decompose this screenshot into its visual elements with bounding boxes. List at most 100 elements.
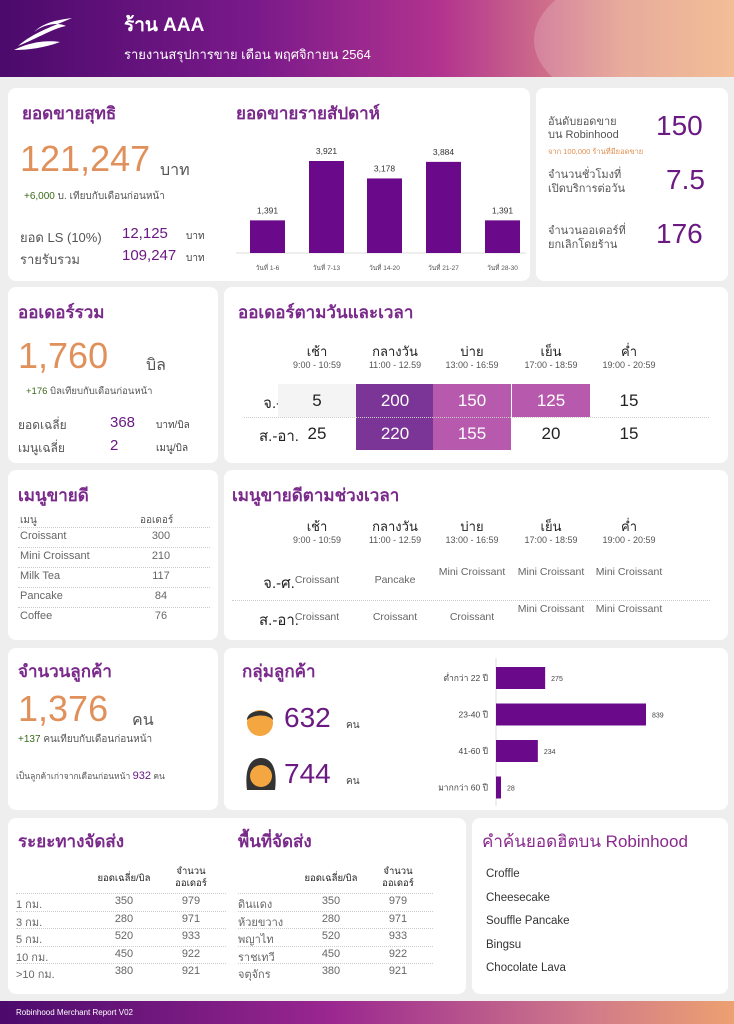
search-term: Souffle Pancake	[486, 915, 570, 927]
col-avg-header: ยอดเฉลี่ย/บิล	[304, 873, 358, 884]
returning-value: 932	[132, 770, 151, 782]
row-avg: 450	[114, 947, 134, 960]
orders-card: ออเดอร์รวม 1,760 บิล +176 บิลเทียบกับเดื…	[8, 287, 218, 463]
menu-name: Croissant	[20, 530, 67, 542]
day-label: จ.-ศ.	[263, 575, 295, 592]
income-unit: บาท	[186, 253, 205, 264]
x-tick-label: วันที่ 7-13	[313, 263, 341, 272]
menu-avg-value: 2	[110, 437, 119, 454]
age-label: 41-60 ปี	[459, 746, 489, 756]
male-avatar-icon	[247, 710, 273, 736]
period-time: 19:00 - 20:59	[602, 535, 656, 545]
row-avg: 380	[114, 965, 134, 977]
orders-by-time-card: ออเดอร์ตามวันและเวลา เช้า 9:00 - 10:59 กลา…	[224, 287, 728, 463]
row-orders: 922	[181, 947, 201, 960]
row-name: 1 กม.	[16, 899, 43, 911]
period-name: กลางวัน	[372, 344, 418, 359]
ls-value: 12,125	[122, 225, 168, 242]
period-name: บ่าย	[460, 344, 484, 359]
period-name: เช้า	[306, 344, 328, 359]
avg-label: ยอดเฉลี่ย	[18, 418, 67, 432]
col-orders-header-2: ออเดอร์	[382, 878, 414, 889]
row-divider	[238, 910, 433, 912]
order-count-cell: 150	[433, 384, 511, 417]
order-count-cell: 5	[278, 384, 356, 417]
returning-label: เป็นลูกค้าเก่าจากเดือนก่อนหน้า	[16, 771, 131, 781]
order-count-cell: 200	[356, 384, 434, 417]
period-time: 19:00 - 20:59	[602, 360, 656, 370]
rank-label-1: อันดับยอดขาย	[548, 116, 617, 128]
row-avg: 520	[114, 930, 134, 942]
avg-value: 368	[110, 414, 136, 431]
order-count-cell: 220	[356, 417, 434, 450]
col-orders-header-2: ออเดอร์	[175, 878, 207, 889]
row-divider	[16, 963, 226, 964]
col-orders-header-1: จำนวน	[383, 866, 413, 877]
age-label: มากกว่า 60 ปี	[438, 783, 488, 793]
row-divider	[232, 600, 710, 601]
best-menu-cell: Mini Croissant	[517, 603, 585, 615]
period-time: 17:00 - 18:59	[524, 535, 578, 545]
rank-label-2: บน Robinhood	[548, 129, 619, 141]
net-sales-unit: บาท	[160, 162, 190, 179]
customers-delta-text: คนเทียบกับเดือนก่อนหน้า	[43, 734, 153, 745]
row-divider	[16, 893, 226, 894]
best-menu-cell: Mini Croissant	[595, 566, 663, 578]
menu-avg-label: เมนูเฉลี่ย	[18, 441, 65, 455]
age-value-label: 234	[544, 749, 556, 756]
age-bar	[496, 667, 546, 689]
bar	[426, 161, 461, 253]
col-orders-header-1: จำนวน	[176, 866, 206, 877]
row-avg: 450	[321, 947, 341, 960]
ls-unit: บาท	[186, 231, 205, 242]
day-label: ส.-อา.	[259, 428, 299, 445]
income-label: รายรับรวม	[20, 252, 80, 267]
best-menu-by-time-card: เมนูขายดีตามช่วงเวลา เช้า 9:00 - 10:59 กลา…	[224, 470, 728, 640]
sales-card: ยอดขายสุทธิ 121,247 บาท +6,000 บ. เทียบก…	[8, 88, 530, 281]
search-term: Chocolate Lava	[486, 962, 566, 974]
row-orders: 971	[181, 912, 201, 925]
row-name: พญาไท	[238, 934, 274, 946]
top-search-card: คำค้นยอดฮิตบน Robinhood Croffle Cheesecak…	[472, 818, 728, 994]
menu-name: Coffee	[20, 610, 53, 622]
rank-value: 150	[656, 110, 703, 141]
customers-unit: คน	[132, 712, 154, 729]
bar	[485, 220, 520, 253]
male-count: 632	[284, 702, 331, 733]
report-header: ร้าน AAA รายงานสรุปการขาย เดือน พฤศจิกาย…	[0, 0, 734, 77]
col-avg-header: ยอดเฉลี่ย/บิล	[97, 873, 151, 884]
orders-title: ออเดอร์รวม	[18, 303, 105, 322]
row-divider	[238, 893, 433, 894]
menu-name: Milk Tea	[20, 570, 61, 582]
order-count-cell: 20	[541, 424, 561, 443]
menu-orders: 84	[154, 590, 168, 602]
avg-unit: บาท/บิล	[156, 420, 190, 431]
customer-groups-title: กลุ่มลูกค้า	[242, 662, 316, 681]
order-count-cell: 25	[307, 424, 327, 443]
female-count: 744	[284, 758, 331, 789]
row-orders: 922	[388, 947, 408, 960]
row-divider	[16, 910, 226, 912]
menu-name: Pancake	[20, 590, 63, 602]
period-name: เช้า	[306, 519, 328, 534]
cancel-value: 176	[656, 218, 703, 249]
best-menu-cell: Croissant	[294, 574, 340, 586]
period-name: เย็น	[540, 519, 562, 534]
period-time: 9:00 - 10:59	[292, 535, 342, 545]
returning-unit: คน	[153, 771, 165, 781]
day-label: ส.-อา.	[259, 612, 299, 629]
rank-note: จาก 100,000 ร้านที่มียอดขาย	[548, 147, 644, 156]
best-menu-card: เมนูขายดี เมนู ออเดอร์ Croissant 300 Mini …	[8, 470, 218, 640]
row-divider	[18, 607, 210, 608]
row-divider	[238, 945, 433, 947]
male-unit: คน	[346, 720, 360, 731]
row-name: 3 กม.	[16, 916, 43, 929]
customers-value: 1,376	[18, 688, 109, 729]
rank-card: อันดับยอดขาย บน Robinhood 150 จาก 100,000…	[536, 88, 728, 281]
row-avg: 350	[321, 895, 341, 907]
age-value-label: 839	[652, 713, 664, 720]
row-orders: 921	[181, 965, 201, 977]
row-name: 5 กม.	[16, 934, 43, 946]
row-avg: 520	[321, 930, 341, 942]
period-time: 13:00 - 16:59	[445, 360, 499, 370]
